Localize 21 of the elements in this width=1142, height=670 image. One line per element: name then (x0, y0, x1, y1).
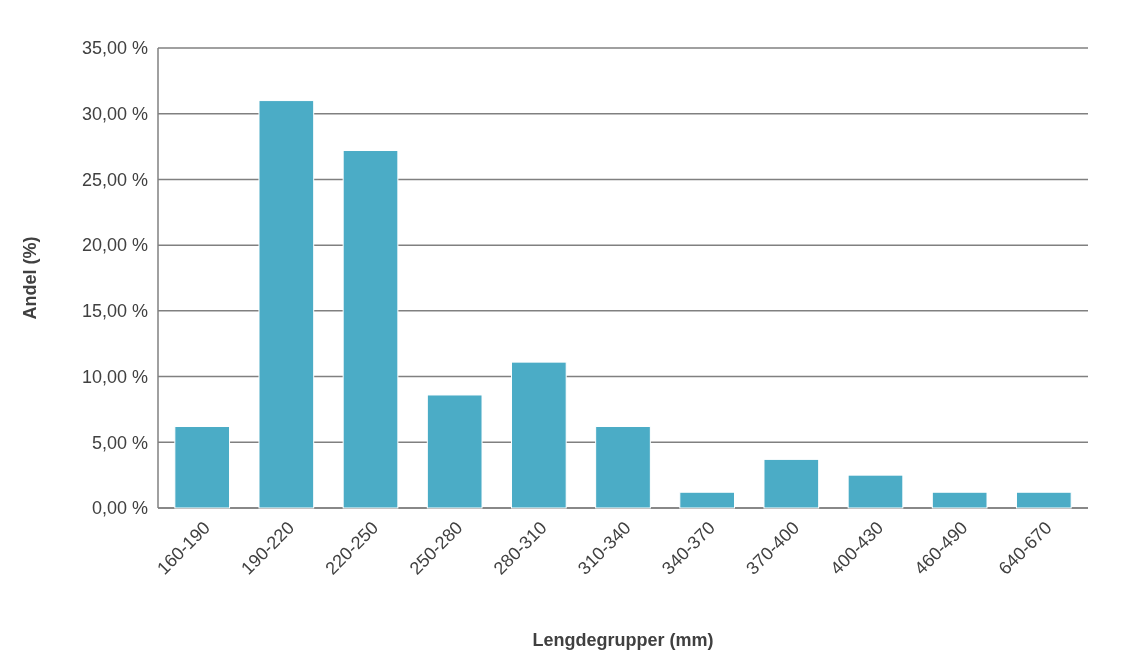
bar (679, 491, 736, 509)
y-tick-label: 30,00 % (81, 104, 148, 125)
bar (1015, 491, 1072, 509)
bar (763, 458, 820, 509)
y-tick-label: 10,00 % (81, 366, 148, 387)
y-tick-label: 35,00 % (81, 38, 148, 59)
bar (931, 491, 988, 509)
bar (847, 474, 904, 509)
y-tick-label: 0,00 % (91, 498, 148, 519)
y-axis-title: Andel (%) (20, 236, 40, 320)
bar (342, 150, 399, 509)
bar (258, 100, 315, 509)
y-tick-label: 25,00 % (81, 169, 148, 190)
y-tick-label: 15,00 % (81, 301, 148, 322)
bar (595, 426, 651, 509)
y-tick-label: 5,00 % (91, 432, 148, 453)
bar (510, 361, 567, 509)
bar (174, 426, 231, 509)
bar (426, 394, 483, 509)
x-axis-title: Lengdegrupper (mm) (532, 630, 714, 650)
y-tick-label: 20,00 % (81, 235, 148, 256)
